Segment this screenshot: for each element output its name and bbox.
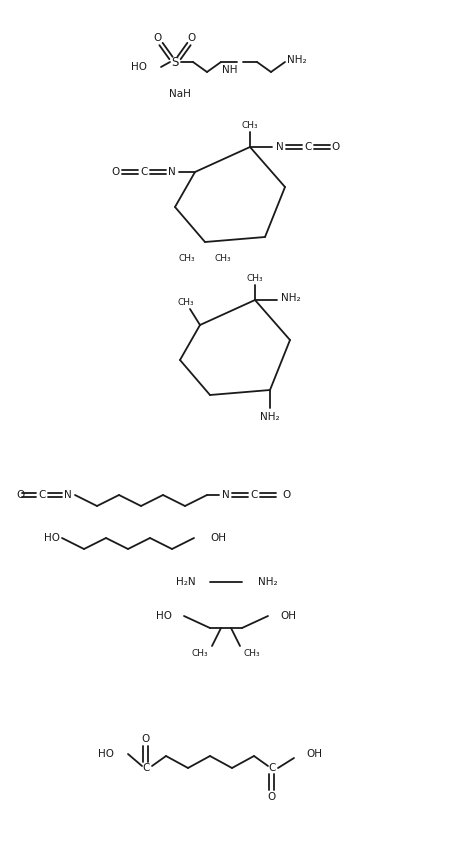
Text: N: N	[168, 167, 175, 177]
Text: NH₂: NH₂	[286, 55, 306, 65]
Text: OH: OH	[305, 749, 321, 759]
Text: O: O	[281, 490, 290, 500]
Text: C: C	[304, 142, 311, 152]
Text: O: O	[153, 33, 162, 43]
Text: CH₃: CH₃	[246, 274, 263, 282]
Text: O: O	[16, 490, 24, 500]
Text: HO: HO	[156, 611, 172, 621]
Text: O: O	[331, 142, 339, 152]
Text: O: O	[267, 792, 276, 802]
Text: HO: HO	[98, 749, 114, 759]
Text: C: C	[250, 490, 257, 500]
Text: C: C	[268, 763, 275, 773]
Text: CH₃: CH₃	[178, 253, 194, 263]
Text: CH₃: CH₃	[241, 121, 258, 129]
Text: O: O	[188, 33, 196, 43]
Text: O: O	[142, 734, 150, 744]
Text: S: S	[171, 56, 178, 68]
Text: NH₂: NH₂	[260, 412, 279, 422]
Text: CH₃: CH₃	[177, 298, 194, 306]
Text: HO: HO	[44, 533, 60, 543]
Text: NaH: NaH	[169, 89, 190, 99]
Text: NH₂: NH₂	[258, 577, 277, 587]
Text: CH₃: CH₃	[215, 253, 231, 263]
Text: H₂N: H₂N	[176, 577, 196, 587]
Text: O: O	[112, 167, 120, 177]
Text: HO: HO	[131, 62, 147, 72]
Text: NH₂: NH₂	[281, 293, 300, 303]
Text: CH₃: CH₃	[191, 650, 207, 658]
Text: C: C	[142, 763, 149, 773]
Text: NH: NH	[222, 65, 237, 75]
Text: N: N	[64, 490, 72, 500]
Text: C: C	[38, 490, 46, 500]
Text: OH: OH	[279, 611, 295, 621]
Text: CH₃: CH₃	[244, 650, 260, 658]
Text: OH: OH	[210, 533, 226, 543]
Text: N: N	[276, 142, 283, 152]
Text: C: C	[140, 167, 147, 177]
Text: N: N	[221, 490, 230, 500]
